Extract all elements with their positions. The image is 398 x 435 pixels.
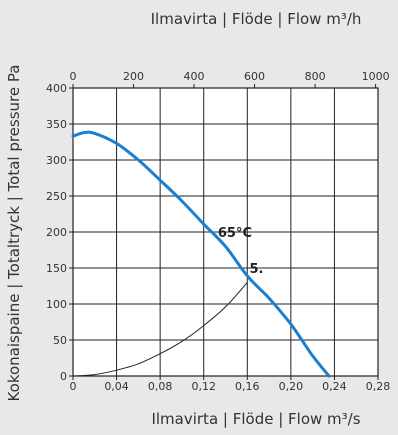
x-bottom-tick-label: 0,24 [322, 380, 347, 393]
y-tick-label: 400 [46, 82, 67, 95]
x-top-tick-label: 200 [123, 70, 144, 83]
x-axis-label: Ilmavirta | Flöde | Flow m³/s [151, 410, 360, 428]
plot-frame [72, 87, 379, 377]
x-bottom-tick-label: 0,28 [366, 380, 391, 393]
x-bottom-tick-label: 0,20 [279, 380, 304, 393]
y-tick-label: 150 [46, 262, 67, 275]
x-bottom-tick-label: 0,12 [191, 380, 216, 393]
y-tick-label: 250 [46, 190, 67, 203]
plot-area: 0 0,04 0,08 0,12 0,16 0,20 0,24 0,28 0 200 400 600 8… [46, 70, 390, 393]
x-top-tick-label: 1000 [362, 70, 390, 83]
y-tick-label: 100 [46, 298, 67, 311]
x-top-tick-label: 600 [244, 70, 265, 83]
y-axis-label: Kokonaispaine | Totaltryck | Total press… [5, 65, 23, 402]
annotation-label: 65°C [218, 226, 252, 241]
annotation-label: 5. [249, 262, 263, 277]
x-bottom-tick-label: 0,08 [148, 380, 173, 393]
x-top-tick-label: 800 [305, 70, 326, 83]
series-line-system-curve [72, 281, 248, 377]
y-tick-label: 300 [46, 154, 67, 167]
y-tick-label: 200 [46, 226, 67, 239]
chart-title-top: Ilmavirta | Flöde | Flow m³/h [151, 10, 362, 28]
x-bottom-tick-label: 0 [70, 380, 77, 393]
y-tick-label: 0 [60, 370, 67, 383]
x-bottom-tick-label: 0,04 [104, 380, 129, 393]
x-top-tick-label: 400 [184, 70, 205, 83]
series-line-fan-curve [71, 130, 331, 378]
x-bottom-tick-label: 0,16 [235, 380, 260, 393]
y-tick-label: 50 [53, 334, 67, 347]
y-tick-label: 350 [46, 118, 67, 131]
x-top-tick-label: 0 [70, 70, 77, 83]
